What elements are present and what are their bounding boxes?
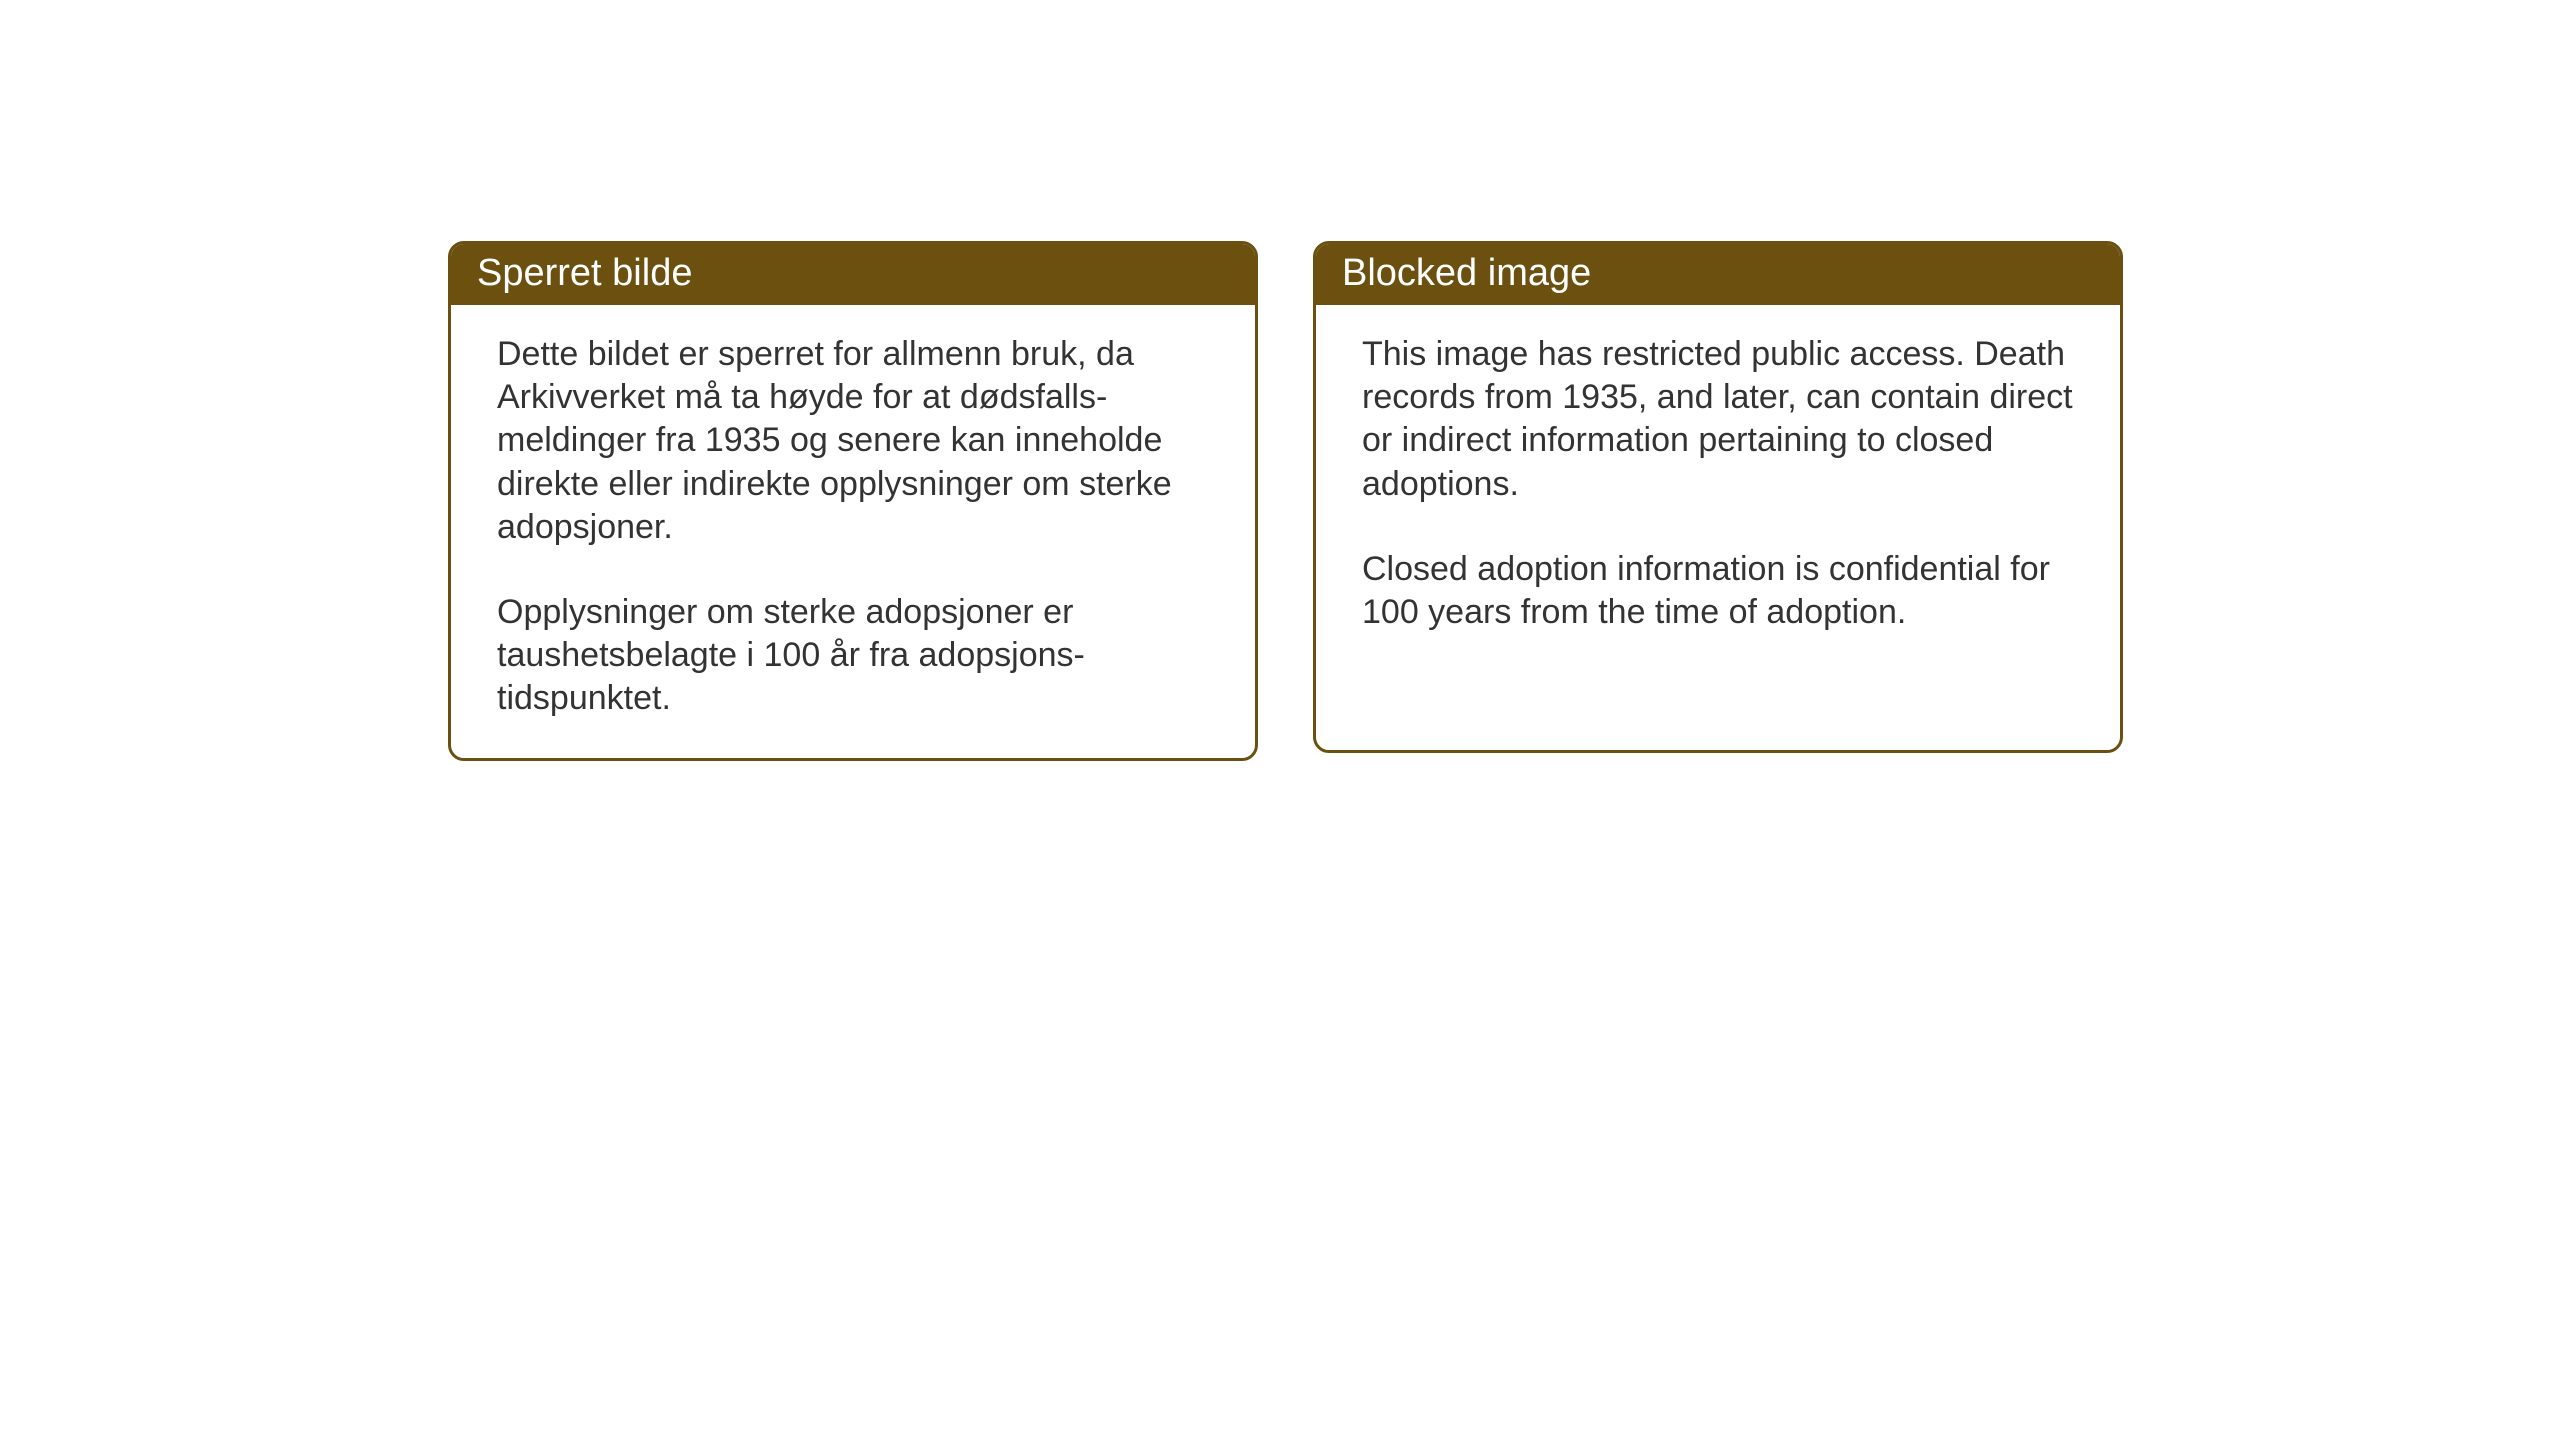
card-paragraph-norwegian-2: Opplysninger om sterke adopsjoner er tau… — [497, 591, 1209, 721]
blocked-image-card-english: Blocked image This image has restricted … — [1313, 241, 2123, 753]
card-paragraph-english-1: This image has restricted public access.… — [1362, 333, 2074, 506]
card-header-norwegian: Sperret bilde — [451, 244, 1255, 305]
card-title-english: Blocked image — [1342, 252, 1591, 294]
card-title-norwegian: Sperret bilde — [477, 252, 692, 294]
card-paragraph-english-2: Closed adoption information is confident… — [1362, 548, 2074, 634]
blocked-image-card-norwegian: Sperret bilde Dette bildet er sperret fo… — [448, 241, 1258, 761]
card-header-english: Blocked image — [1316, 244, 2120, 305]
card-body-norwegian: Dette bildet er sperret for allmenn bruk… — [451, 305, 1255, 758]
card-paragraph-norwegian-1: Dette bildet er sperret for allmenn bruk… — [497, 333, 1209, 549]
card-container: Sperret bilde Dette bildet er sperret fo… — [448, 241, 2123, 761]
card-body-english: This image has restricted public access.… — [1316, 305, 2120, 672]
